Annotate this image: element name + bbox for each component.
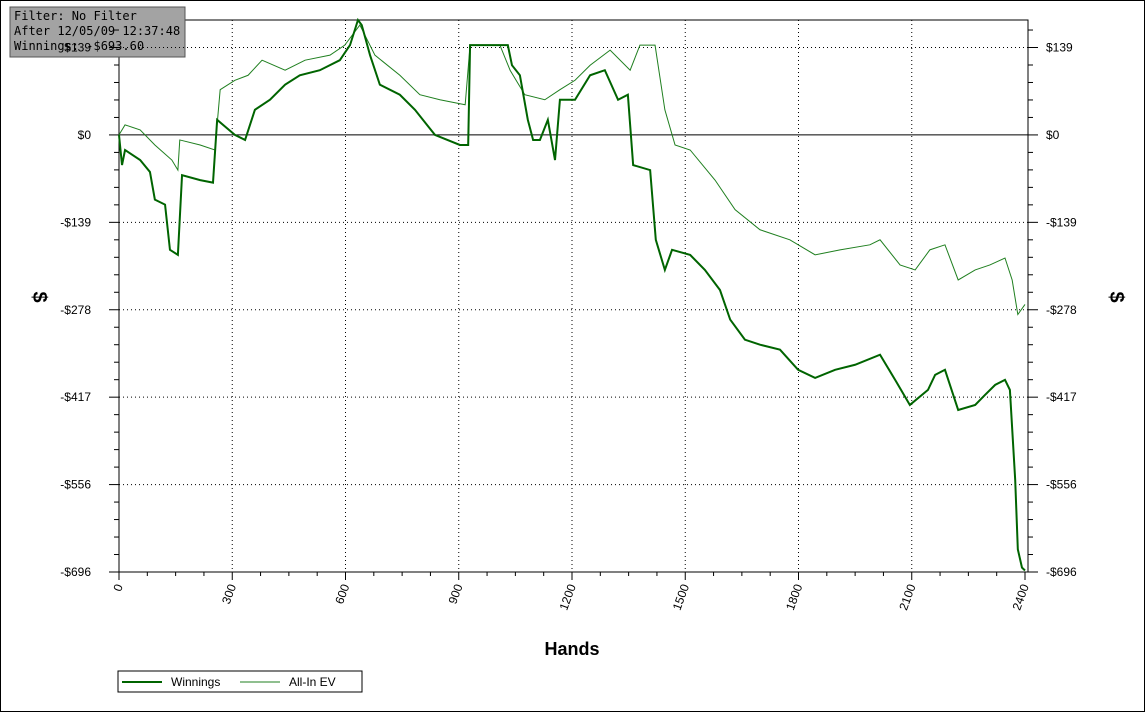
y-tick-label: -$556 <box>60 478 91 492</box>
info-line: Winnings: -$693.60 <box>14 39 144 53</box>
y-tick-label: -$139 <box>60 215 91 229</box>
x-tick-label: 0 <box>110 582 126 593</box>
y-tick-label: -$417 <box>60 390 91 404</box>
info-line: Filter: No Filter <box>14 9 137 23</box>
x-axis-label: Hands <box>544 639 599 659</box>
y2-tick-label: -$139 <box>1046 215 1077 229</box>
x-tick-label: 600 <box>332 582 352 606</box>
plot-frame <box>118 19 1029 573</box>
y2-tick-label: -$696 <box>1046 565 1077 579</box>
y2-tick-label: $139 <box>1046 41 1073 55</box>
y2-axis-label: $ <box>1105 291 1127 302</box>
y-tick-label: $139 <box>64 41 91 55</box>
info-box: Filter: No Filter After 12/05/09 12:37:4… <box>9 6 186 58</box>
y-tick-label: -$278 <box>60 303 91 317</box>
y-axis-label: $ <box>28 291 50 302</box>
x-tick-label: 900 <box>446 582 466 606</box>
y2-tick-label: -$278 <box>1046 303 1077 317</box>
x-tick-label: 300 <box>219 582 239 606</box>
y-tick-label: -$696 <box>60 565 91 579</box>
y2-tick-label: $0 <box>1046 128 1060 142</box>
series-line <box>118 24 1026 316</box>
series-line <box>118 17 1026 572</box>
y2-tick-label: -$417 <box>1046 390 1077 404</box>
y-tick-label: $0 <box>78 128 92 142</box>
info-background <box>9 6 186 58</box>
legend-label: All-In EV <box>289 675 336 689</box>
y2-tick-label: -$556 <box>1046 478 1077 492</box>
legend-label: Winnings <box>171 675 220 689</box>
info-line: After 12/05/09 12:37:48 <box>14 24 180 38</box>
